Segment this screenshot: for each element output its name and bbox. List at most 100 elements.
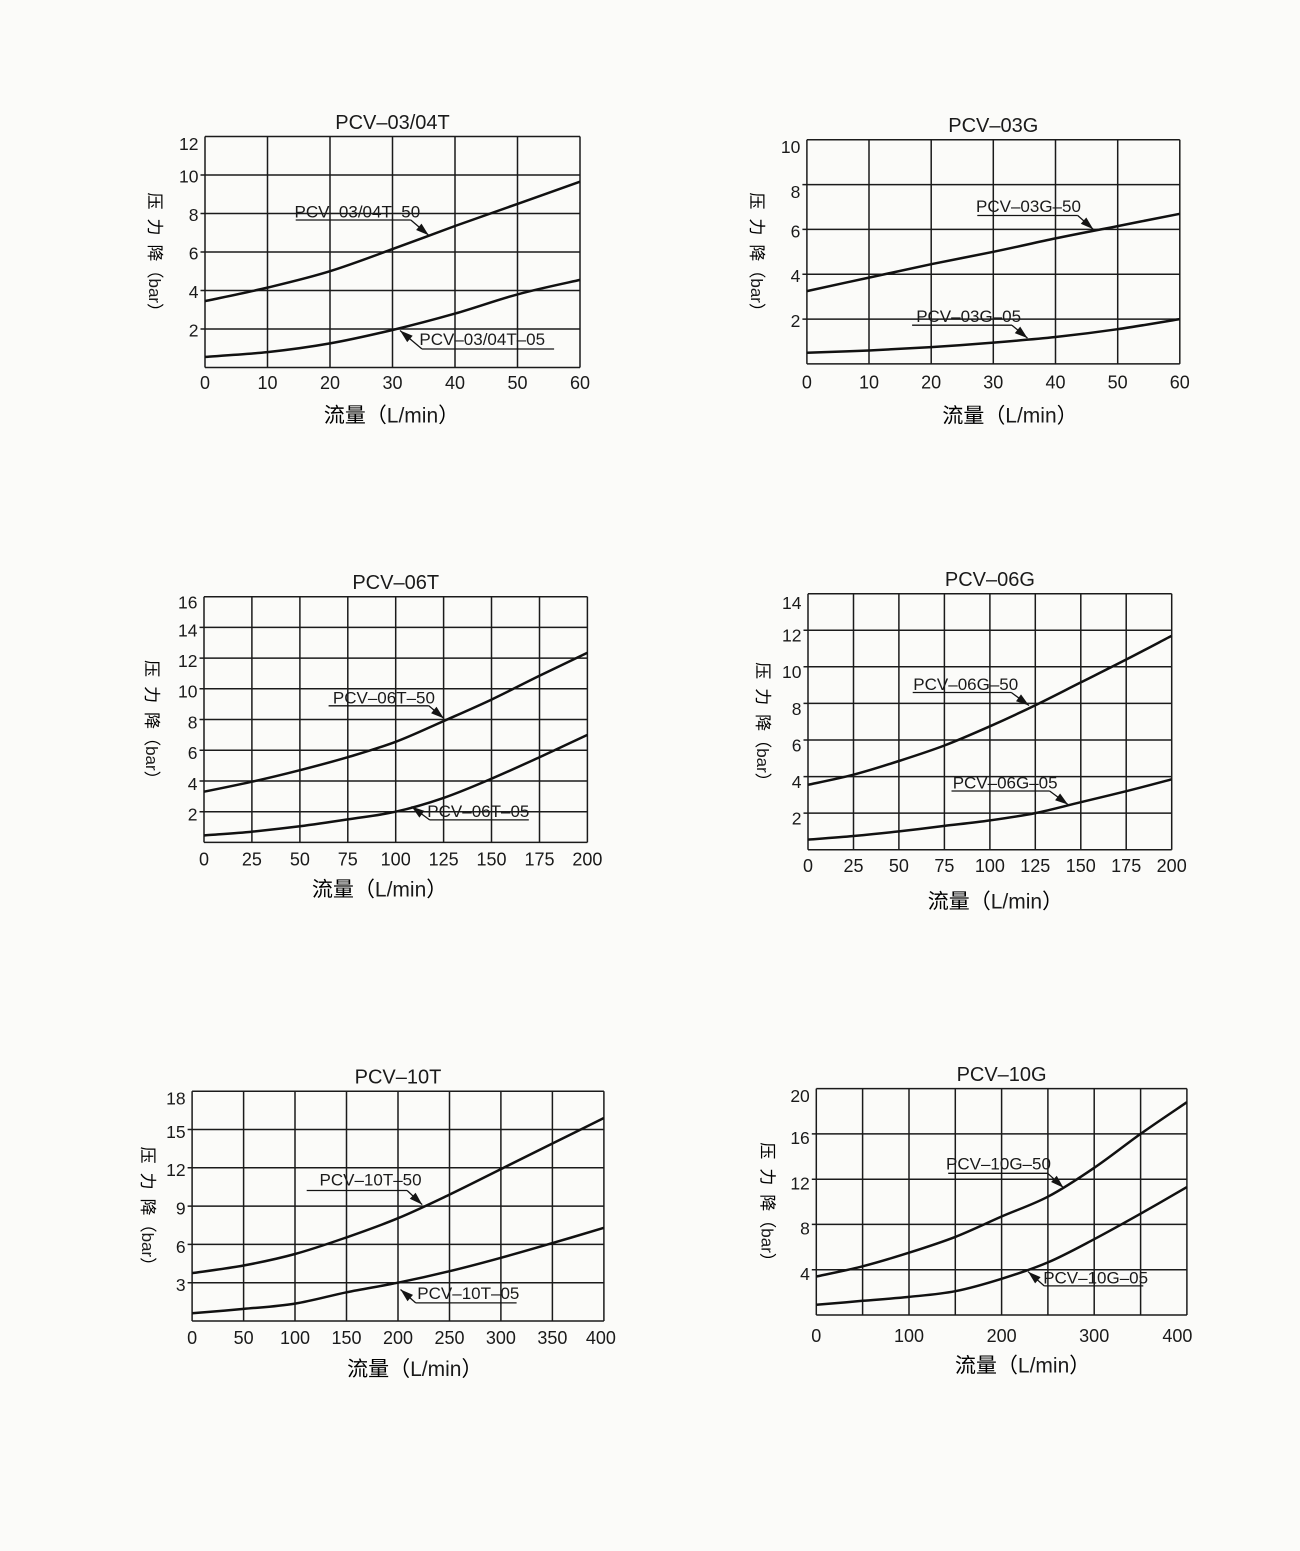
svg-text:PCV–03/04T–50: PCV–03/04T–50 — [295, 202, 421, 221]
svg-text:16: 16 — [790, 1128, 809, 1148]
svg-text:50: 50 — [234, 1328, 254, 1348]
svg-text:50: 50 — [1108, 372, 1128, 392]
svg-text:12: 12 — [166, 1160, 185, 1180]
svg-text:PCV–06G–05: PCV–06G–05 — [953, 774, 1058, 793]
svg-text:10: 10 — [178, 682, 198, 702]
svg-text:6: 6 — [176, 1237, 186, 1257]
svg-text:3: 3 — [176, 1275, 186, 1295]
svg-text:15: 15 — [166, 1122, 185, 1142]
svg-text:20: 20 — [921, 372, 941, 392]
svg-text:4: 4 — [791, 266, 801, 286]
svg-text:4: 4 — [188, 774, 198, 794]
svg-text:12: 12 — [790, 1173, 809, 1193]
svg-text:PCV–06G: PCV–06G — [945, 569, 1035, 591]
svg-text:60: 60 — [570, 373, 590, 393]
svg-text:40: 40 — [445, 373, 465, 393]
svg-text:bar: bar — [747, 278, 766, 303]
svg-text:300: 300 — [486, 1328, 516, 1348]
svg-text:50: 50 — [507, 373, 527, 393]
svg-text:4: 4 — [189, 282, 199, 302]
svg-text:300: 300 — [1079, 1326, 1109, 1346]
svg-text:75: 75 — [338, 849, 358, 869]
svg-text:8: 8 — [800, 1219, 810, 1239]
svg-text:PCV–10G–50: PCV–10G–50 — [946, 1155, 1051, 1174]
svg-text:200: 200 — [383, 1328, 413, 1348]
svg-text:10: 10 — [179, 167, 199, 187]
svg-text:PCV–10T–05: PCV–10T–05 — [417, 1284, 519, 1303]
svg-text:8: 8 — [791, 182, 801, 202]
svg-text:0: 0 — [187, 1328, 197, 1348]
svg-text:10: 10 — [782, 662, 802, 682]
svg-text:200: 200 — [572, 849, 602, 869]
svg-text:10: 10 — [781, 137, 801, 157]
svg-text:100: 100 — [381, 849, 411, 869]
svg-text:8: 8 — [188, 712, 198, 732]
svg-text:bar: bar — [145, 279, 164, 304]
svg-text:175: 175 — [1111, 856, 1141, 876]
svg-text:400: 400 — [1162, 1326, 1192, 1346]
svg-text:200: 200 — [987, 1326, 1017, 1346]
svg-text:12: 12 — [178, 651, 197, 671]
svg-text:bar: bar — [753, 748, 772, 773]
svg-text:60: 60 — [1170, 372, 1190, 392]
svg-text:25: 25 — [242, 849, 262, 869]
svg-text:PCV–03/04T: PCV–03/04T — [335, 112, 450, 134]
svg-text:12: 12 — [179, 134, 198, 154]
svg-text:PCV–03G–50: PCV–03G–50 — [976, 197, 1081, 216]
svg-text:8: 8 — [792, 699, 802, 719]
svg-text:PCV–03/04T–05: PCV–03/04T–05 — [419, 330, 545, 349]
svg-text:150: 150 — [476, 849, 506, 869]
svg-text:bar: bar — [142, 746, 161, 771]
svg-text:L/min: L/min — [1018, 1355, 1069, 1378]
svg-text:0: 0 — [802, 372, 812, 392]
svg-text:16: 16 — [178, 593, 197, 613]
svg-text:bar: bar — [138, 1233, 157, 1258]
svg-text:14: 14 — [178, 620, 198, 640]
svg-text:250: 250 — [434, 1328, 464, 1348]
svg-text:125: 125 — [1020, 856, 1050, 876]
svg-text:400: 400 — [586, 1328, 616, 1348]
svg-text:PCV–10G: PCV–10G — [957, 1064, 1047, 1086]
svg-text:L/min: L/min — [387, 404, 438, 427]
svg-text:10: 10 — [257, 373, 277, 393]
svg-text:150: 150 — [1066, 856, 1096, 876]
svg-text:6: 6 — [188, 743, 198, 763]
svg-text:150: 150 — [331, 1328, 361, 1348]
svg-text:PCV–06T: PCV–06T — [352, 572, 439, 594]
svg-text:2: 2 — [791, 311, 801, 331]
svg-text:PCV–06T–50: PCV–06T–50 — [333, 688, 435, 707]
svg-text:PCV–06G–50: PCV–06G–50 — [913, 675, 1018, 694]
svg-text:40: 40 — [1045, 372, 1065, 392]
svg-text:25: 25 — [843, 856, 863, 876]
svg-text:bar: bar — [758, 1228, 777, 1253]
svg-text:18: 18 — [166, 1089, 185, 1109]
svg-text:100: 100 — [894, 1326, 924, 1346]
svg-text:8: 8 — [189, 205, 199, 225]
svg-text:6: 6 — [792, 735, 802, 755]
svg-text:4: 4 — [800, 1264, 810, 1284]
svg-text:2: 2 — [189, 321, 199, 341]
svg-text:50: 50 — [889, 856, 909, 876]
svg-text:75: 75 — [934, 856, 954, 876]
svg-text:2: 2 — [188, 805, 198, 825]
svg-text:PCV–10G–05: PCV–10G–05 — [1043, 1269, 1148, 1288]
svg-text:PCV–10T–50: PCV–10T–50 — [320, 1171, 422, 1190]
svg-text:PCV–03G–05: PCV–03G–05 — [916, 307, 1021, 326]
svg-text:200: 200 — [1157, 856, 1187, 876]
svg-text:0: 0 — [811, 1326, 821, 1346]
svg-text:12: 12 — [782, 626, 801, 646]
svg-text:0: 0 — [199, 849, 209, 869]
svg-text:2: 2 — [792, 809, 802, 829]
svg-text:PCV–03G: PCV–03G — [948, 115, 1038, 137]
svg-text:20: 20 — [790, 1086, 810, 1106]
svg-text:6: 6 — [791, 221, 801, 241]
svg-text:0: 0 — [803, 856, 813, 876]
svg-text:L/min: L/min — [991, 890, 1042, 913]
svg-text:10: 10 — [859, 372, 879, 392]
svg-text:L/min: L/min — [375, 878, 426, 901]
svg-text:50: 50 — [290, 849, 310, 869]
svg-text:0: 0 — [200, 373, 210, 393]
svg-text:14: 14 — [782, 593, 802, 613]
svg-text:L/min: L/min — [410, 1358, 461, 1381]
svg-text:30: 30 — [382, 373, 402, 393]
